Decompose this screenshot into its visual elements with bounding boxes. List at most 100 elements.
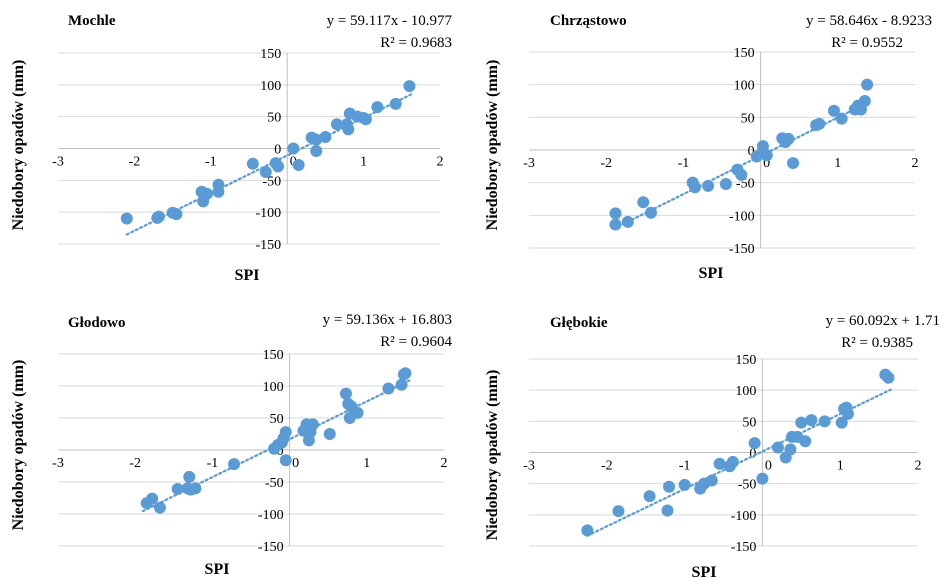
data-point (189, 482, 202, 495)
y-tick-label: 0 (748, 144, 755, 159)
data-point (287, 142, 300, 155)
data-point (760, 149, 773, 162)
x-tick-label: -2 (601, 459, 613, 474)
y-tick-label: 150 (263, 348, 284, 363)
data-point (310, 133, 323, 146)
x-tick-label: 2 (915, 459, 922, 474)
data-point (735, 168, 748, 181)
trend-equation: y = 59.136x + 16.803 (323, 312, 452, 328)
x-axis-label: SPI (205, 561, 230, 578)
data-point (228, 458, 241, 471)
data-point (705, 474, 718, 487)
x-tick-label: 0 (292, 456, 299, 471)
x-tick-label: 1 (360, 155, 367, 170)
y-tick-label: 0 (749, 447, 756, 462)
data-point (339, 387, 352, 400)
data-point (644, 206, 657, 219)
data-point (153, 501, 166, 514)
r-squared: R² = 0.9385 (841, 335, 913, 351)
y-axis-label: Niedobory opadów (mm) (484, 370, 501, 541)
y-tick-label: 50 (270, 412, 284, 427)
data-point (389, 97, 402, 110)
data-point (719, 177, 732, 190)
data-point (795, 416, 808, 429)
y-axis-label: Niedobory opadów (mm) (484, 60, 501, 231)
x-tick-label: 1 (834, 156, 841, 171)
y-tick-label: -100 (256, 206, 282, 221)
data-point (609, 207, 622, 220)
data-point (183, 470, 196, 483)
y-tick-label: -50 (263, 174, 282, 189)
x-tick-label: -3 (523, 156, 535, 171)
data-point (813, 117, 826, 130)
data-point (688, 181, 701, 194)
y-tick-label: 0 (277, 444, 284, 459)
y-axis-label: Niedobory opadów (mm) (10, 60, 27, 231)
panel-glodowo: -3 -2 -1 0 1 2 150 100 50 0 -50 -100 -150 Głodowo y = … (10, 312, 452, 578)
data-point (827, 104, 840, 117)
panel-glebokie: -3 -2 -1 0 1 2 150 100 50 0 -50 -100 -150 Głębokie y =… (484, 313, 940, 579)
data-point (200, 187, 213, 200)
chart-title: Chrząstowo (550, 13, 627, 29)
data-point (858, 95, 871, 107)
data-point (306, 418, 319, 431)
y-tick-label: 100 (263, 380, 284, 395)
data-point (120, 212, 133, 225)
panel-mochle: -3 -2 -1 0 1 2 150 100 50 0 -50 -100 -150 Mochle y = 5… (10, 13, 452, 284)
data-point (643, 490, 656, 503)
y-tick-label: -100 (731, 509, 757, 524)
data-point (279, 454, 292, 467)
y-tick-label: -50 (738, 478, 757, 493)
data-point (637, 196, 650, 209)
trendline (586, 388, 892, 537)
y-tick-label: 100 (260, 79, 281, 94)
data-point (371, 101, 384, 114)
data-point (170, 208, 183, 221)
data-point (756, 472, 769, 485)
x-tick-label: 2 (912, 156, 919, 171)
trend-equation: y = 59.117x - 10.977 (327, 13, 453, 29)
data-point (726, 455, 739, 468)
x-tick-label: -2 (129, 155, 141, 170)
data-point (661, 504, 674, 517)
y-tick-label: 150 (260, 47, 281, 62)
y-tick-label: 50 (741, 111, 755, 126)
y-tick-label: -150 (729, 242, 755, 257)
data-point (212, 185, 225, 198)
y-tick-label: 0 (274, 143, 281, 158)
data-point (621, 215, 634, 228)
x-tick-label: -2 (129, 456, 141, 471)
y-tick-label: -150 (731, 540, 757, 555)
data-point (771, 441, 784, 454)
x-tick-label: -1 (679, 459, 691, 474)
data-point (835, 112, 848, 125)
data-point (330, 118, 343, 131)
data-point (748, 437, 761, 450)
x-tick-label: 0 (765, 459, 772, 474)
x-tick-label: -3 (52, 456, 64, 471)
data-point (279, 426, 292, 439)
data-point (342, 123, 355, 136)
x-tick-label: -1 (678, 156, 690, 171)
x-tick-label: 0 (763, 156, 770, 171)
data-point (272, 160, 285, 173)
x-tick-label: -3 (523, 459, 535, 474)
data-point (403, 80, 416, 93)
data-point (702, 179, 715, 192)
data-point (310, 145, 323, 158)
data-point (399, 367, 412, 380)
y-tick-label: 50 (742, 415, 756, 430)
x-tick-label: -3 (52, 155, 64, 170)
data-point (756, 140, 769, 153)
x-tick-label: 2 (437, 155, 444, 170)
data-point (784, 443, 797, 456)
y-tick-label: 150 (735, 353, 756, 368)
data-point (835, 416, 848, 429)
y-axis-label: Niedobory opadów (mm) (10, 360, 27, 531)
data-point (323, 428, 336, 440)
x-tick-label: -1 (207, 456, 219, 471)
chart-title: Głodowo (68, 315, 126, 331)
data-point (612, 505, 625, 518)
y-tick-label: 150 (734, 46, 755, 61)
